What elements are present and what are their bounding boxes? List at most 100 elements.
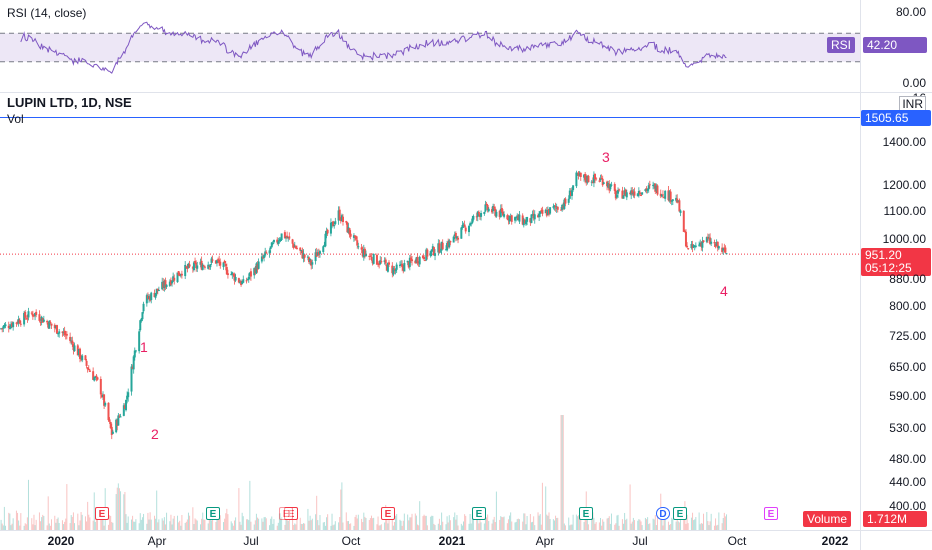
candle-body bbox=[224, 263, 227, 267]
volume-bar bbox=[706, 512, 708, 530]
volume-bar bbox=[203, 519, 205, 530]
candle-body bbox=[526, 216, 529, 222]
pane-divider[interactable] bbox=[0, 92, 932, 93]
volume-bar bbox=[341, 482, 343, 530]
volume-bar bbox=[575, 514, 577, 530]
rsi-plot[interactable] bbox=[0, 0, 860, 92]
volume-bar bbox=[549, 518, 551, 530]
candle-body bbox=[698, 244, 701, 246]
volume-bar bbox=[540, 524, 542, 530]
candle-body bbox=[403, 263, 406, 272]
price-axis[interactable]: 80.00 RSI 42.20 0.00 16 INR 1505.65 1400… bbox=[803, 0, 932, 530]
candle-body bbox=[653, 184, 656, 187]
volume-bar bbox=[507, 519, 509, 530]
volume-bar bbox=[631, 521, 633, 530]
volume-bar bbox=[402, 520, 404, 530]
volume-bar bbox=[217, 519, 219, 530]
volume-bar bbox=[464, 514, 466, 530]
volume-bar bbox=[655, 525, 657, 530]
candle-body bbox=[349, 233, 352, 237]
volume-bar bbox=[438, 518, 440, 530]
candle-body bbox=[541, 209, 544, 214]
volume-legend[interactable]: Vol bbox=[7, 112, 24, 126]
earnings-event-marker[interactable]: E bbox=[579, 507, 593, 520]
earnings-event-marker[interactable]: E bbox=[95, 507, 109, 520]
volume-bar bbox=[294, 523, 296, 530]
candle-body bbox=[446, 243, 449, 251]
volume-bar bbox=[227, 514, 229, 530]
volume-bar bbox=[184, 522, 186, 530]
volume-bar bbox=[461, 525, 463, 530]
earnings-event-marker[interactable]: E bbox=[764, 507, 778, 520]
volume-bar bbox=[652, 518, 654, 530]
time-axis[interactable]: 2020 Apr Jul Oct 2021 Apr Jul Oct 2022 bbox=[0, 530, 860, 550]
volume-bar bbox=[262, 521, 264, 530]
candle-body bbox=[245, 280, 248, 282]
candle-body bbox=[84, 355, 87, 361]
earnings-event-marker[interactable]: E bbox=[673, 507, 687, 520]
volume-bar bbox=[111, 521, 113, 530]
candle-body bbox=[398, 264, 401, 267]
volume-bar bbox=[541, 482, 543, 530]
candle-body bbox=[585, 178, 588, 183]
symbol-title[interactable]: LUPIN LTD, 1D, NSE bbox=[7, 95, 132, 110]
candle-body bbox=[564, 198, 567, 204]
volume-bar bbox=[509, 515, 511, 530]
volume-bar bbox=[42, 514, 44, 530]
candle-body bbox=[416, 257, 419, 264]
volume-bar bbox=[553, 520, 555, 530]
volume-bar bbox=[692, 512, 694, 530]
volume-bar bbox=[51, 519, 53, 530]
candle-body bbox=[395, 264, 398, 270]
volume-bar bbox=[494, 522, 496, 530]
earnings-event-marker[interactable]: E bbox=[279, 507, 293, 520]
candle-body bbox=[46, 320, 49, 323]
volume-bar bbox=[350, 523, 352, 530]
candle-body bbox=[568, 190, 571, 199]
rsi-pane[interactable]: RSI (14, close) bbox=[0, 0, 860, 92]
volume-bar bbox=[526, 515, 528, 530]
volume-bar bbox=[453, 517, 455, 530]
volume-bar bbox=[118, 488, 120, 530]
candle-body bbox=[613, 184, 616, 191]
candle-body bbox=[394, 270, 397, 272]
candle-body bbox=[523, 219, 526, 224]
candle-body bbox=[148, 296, 151, 299]
earnings-event-marker[interactable]: E bbox=[206, 507, 220, 520]
candle-body bbox=[326, 229, 329, 234]
candle-body bbox=[306, 256, 309, 258]
candle-body bbox=[271, 242, 274, 244]
volume-bar bbox=[618, 525, 620, 530]
candle-body bbox=[516, 215, 519, 217]
volume-bar bbox=[97, 513, 99, 530]
volume-bar bbox=[231, 523, 233, 530]
candle-body bbox=[463, 224, 466, 227]
candle-body bbox=[81, 355, 84, 361]
volume-bar bbox=[500, 516, 502, 530]
candle-body bbox=[92, 371, 95, 380]
candle-body bbox=[162, 282, 165, 288]
earnings-event-marker[interactable]: E bbox=[381, 507, 395, 520]
volume-bar bbox=[499, 519, 501, 530]
candle-body bbox=[64, 334, 67, 336]
price-tick: 650.00 bbox=[889, 360, 926, 374]
candle-body bbox=[40, 316, 43, 322]
volume-bar bbox=[295, 524, 297, 530]
candle-body bbox=[478, 214, 481, 217]
volume-bar bbox=[286, 516, 288, 530]
earnings-event-marker[interactable]: E bbox=[472, 507, 486, 520]
rsi-legend[interactable]: RSI (14, close) bbox=[7, 6, 87, 20]
candle-body bbox=[78, 348, 81, 359]
dividend-event-marker[interactable]: D bbox=[656, 507, 670, 520]
axis-corner[interactable] bbox=[860, 530, 932, 550]
volume-bar bbox=[679, 519, 681, 530]
candle-body bbox=[622, 195, 625, 199]
candle-body bbox=[621, 190, 624, 199]
candle-body bbox=[310, 260, 313, 266]
candle-body bbox=[65, 333, 68, 336]
candlestick-plot[interactable] bbox=[0, 93, 860, 530]
volume-bar bbox=[432, 515, 434, 530]
price-pane[interactable]: LUPIN LTD, 1D, NSE Vol 1 2 3 4 bbox=[0, 93, 860, 530]
volume-bar bbox=[592, 512, 594, 530]
candle-body bbox=[116, 420, 119, 426]
